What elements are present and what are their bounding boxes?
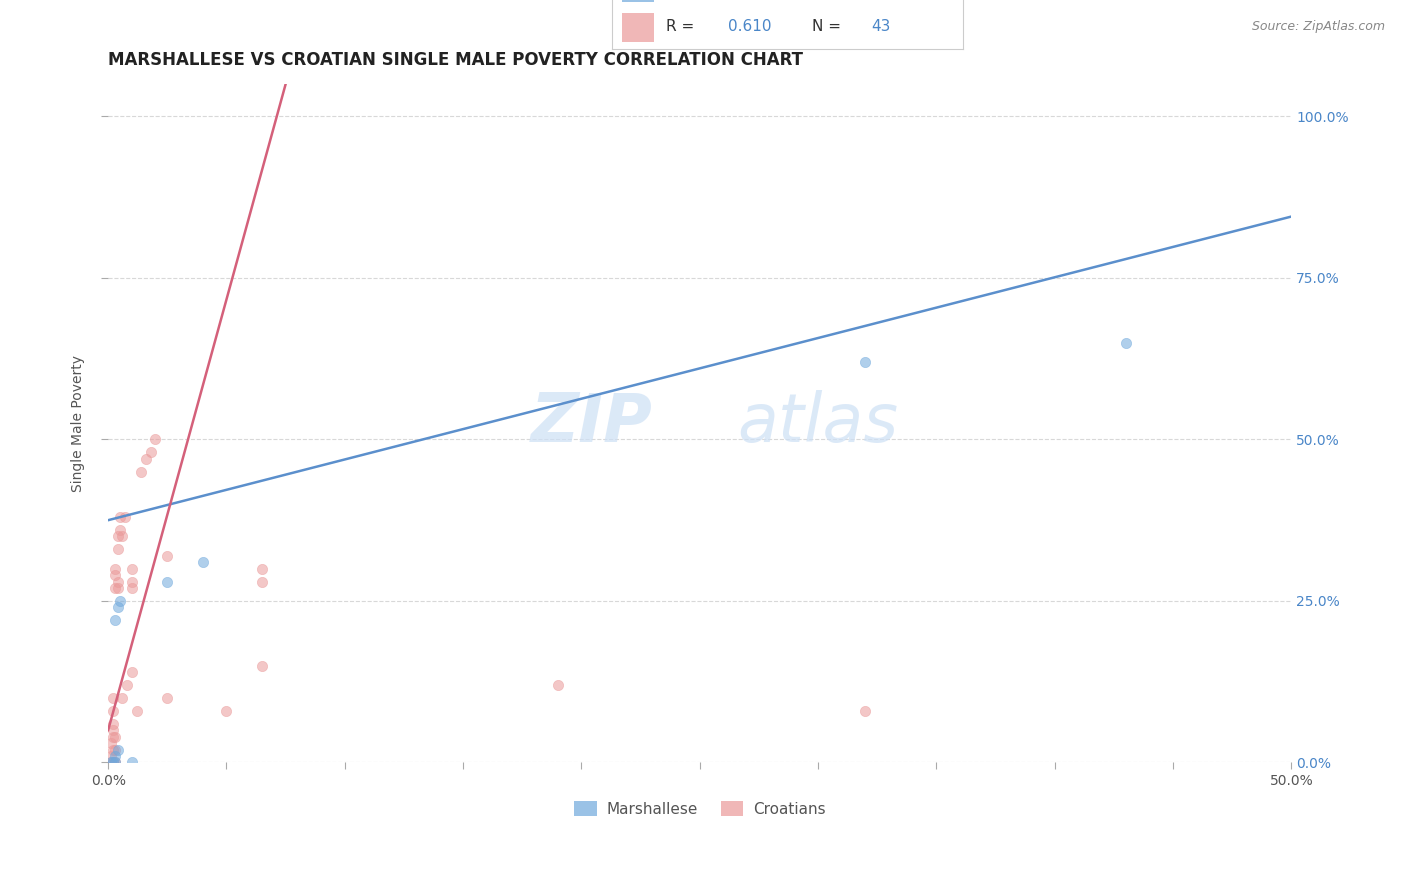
Text: R =: R = <box>666 19 699 34</box>
Point <box>121 561 143 575</box>
Point <box>104 749 127 764</box>
Point <box>250 561 273 575</box>
Point <box>104 756 127 770</box>
Text: atlas: atlas <box>738 391 898 457</box>
Text: 43: 43 <box>872 19 891 34</box>
Y-axis label: Single Male Poverty: Single Male Poverty <box>72 355 86 491</box>
Point <box>114 510 136 524</box>
Point <box>100 736 122 750</box>
Point <box>108 510 131 524</box>
Point <box>250 574 273 589</box>
Text: MARSHALLESE VS CROATIAN SINGLE MALE POVERTY CORRELATION CHART: MARSHALLESE VS CROATIAN SINGLE MALE POVE… <box>108 51 803 69</box>
Point <box>101 723 124 738</box>
Point <box>101 704 124 718</box>
Point <box>107 742 129 756</box>
Point <box>145 433 167 447</box>
Bar <box>621 0 654 3</box>
Point <box>108 594 131 608</box>
Text: N =: N = <box>813 19 846 34</box>
Point <box>104 730 127 744</box>
Point <box>156 690 179 705</box>
Point <box>250 658 273 673</box>
Point <box>101 716 124 731</box>
Point <box>104 561 127 575</box>
Point <box>104 581 127 595</box>
Point <box>108 523 131 537</box>
Text: ZIP: ZIP <box>530 391 652 457</box>
Point <box>111 529 134 543</box>
Point <box>101 756 124 770</box>
Text: Source: ZipAtlas.com: Source: ZipAtlas.com <box>1251 20 1385 33</box>
Point <box>101 756 124 770</box>
Point <box>139 445 162 459</box>
Point <box>121 756 143 770</box>
Point <box>104 568 127 582</box>
Point <box>101 742 124 756</box>
Point <box>156 574 179 589</box>
Bar <box>621 12 654 42</box>
Point <box>101 730 124 744</box>
Legend: Marshallese, Croatians: Marshallese, Croatians <box>568 795 831 822</box>
Point <box>107 529 129 543</box>
Point <box>100 749 122 764</box>
Point <box>100 756 122 770</box>
Point <box>156 549 179 563</box>
Point <box>125 704 148 718</box>
Point <box>104 742 127 756</box>
Point <box>100 756 122 770</box>
Point <box>191 555 214 569</box>
Point <box>121 581 143 595</box>
Point <box>107 542 129 557</box>
Point <box>111 690 134 705</box>
Point <box>101 690 124 705</box>
Point <box>215 704 238 718</box>
Point <box>135 451 157 466</box>
Point <box>104 613 127 627</box>
Point <box>107 600 129 615</box>
Point <box>129 465 152 479</box>
Point <box>104 756 127 770</box>
Point <box>107 574 129 589</box>
Point <box>853 704 876 718</box>
Point <box>1115 335 1137 350</box>
Point <box>107 581 129 595</box>
Point <box>115 678 138 692</box>
Point <box>121 574 143 589</box>
Text: 0.610: 0.610 <box>728 19 770 34</box>
Point <box>121 665 143 679</box>
Point <box>547 678 569 692</box>
Point <box>853 355 876 369</box>
